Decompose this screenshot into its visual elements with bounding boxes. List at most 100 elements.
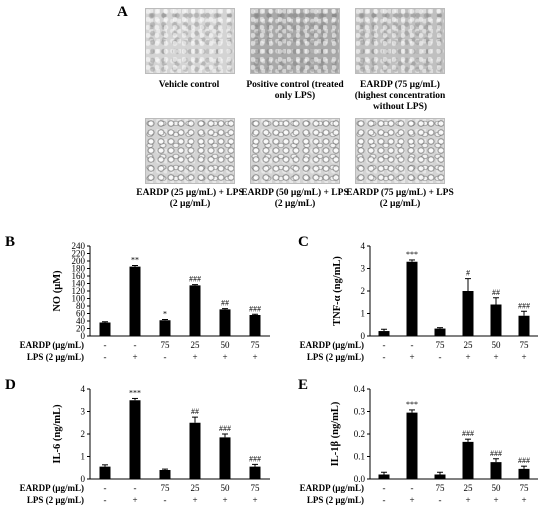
lps-label: + — [252, 352, 257, 362]
y-tick-label: 0.3 — [354, 407, 366, 417]
y-tick-label: 2 — [361, 286, 366, 296]
bar — [406, 261, 418, 336]
y-axis-label: NO (µM) — [52, 270, 63, 312]
significance-label: ### — [518, 456, 530, 465]
lps-label: - — [164, 495, 167, 505]
bar — [159, 470, 171, 479]
eardp-row-header: EARDP (µg/mL) — [20, 340, 84, 350]
caption-eardp-75-no-lps: EARDP (75 µg/mL) (highest concentration … — [354, 80, 446, 112]
significance-label: ### — [249, 304, 261, 313]
significance-label: *** — [406, 250, 418, 259]
caption-eardp-75-lps: EARDP (75 µg/mL) + LPS (2 µg/mL) — [346, 188, 454, 209]
lps-label: + — [222, 495, 227, 505]
y-tick-label: 3 — [81, 407, 86, 417]
panel-letter-c: C — [298, 234, 309, 250]
bar — [219, 437, 231, 479]
micrograph-eardp-25-lps — [145, 118, 235, 184]
lps-label: + — [132, 352, 137, 362]
bar — [99, 466, 111, 479]
bar — [518, 315, 530, 336]
significance-label: ### — [189, 275, 201, 284]
y-tick-label: 80 — [76, 301, 86, 311]
eardp-dose-label: 75 — [436, 340, 446, 350]
y-tick-label: 0.0 — [354, 474, 366, 484]
eardp-dose-label: 75 — [251, 340, 261, 350]
eardp-row-header: EARDP (µg/mL) — [20, 483, 84, 493]
y-axis-label: IL-1β (ng/mL) — [330, 401, 341, 466]
y-tick-label: 0 — [361, 331, 366, 341]
bar — [518, 468, 530, 479]
il1-beta-bar-chart: 0.0 0.1 0.2 0.3 0.4 IL-1β (ng/mL) - - *** - +75 - ##… — [300, 384, 538, 505]
bar — [378, 474, 390, 479]
significance-label: ### — [518, 301, 530, 310]
y-tick-label: 40 — [76, 316, 86, 326]
lps-label: - — [383, 352, 386, 362]
eardp-dose-label: 75 — [520, 483, 530, 493]
lps-label: - — [383, 495, 386, 505]
eardp-row-header: EARDP (µg/mL) — [300, 340, 364, 350]
lps-label: + — [409, 495, 414, 505]
lps-label: + — [409, 352, 414, 362]
micrograph-eardp-75-lps — [355, 118, 445, 184]
eardp-dose-label: 50 — [492, 483, 502, 493]
lps-label: + — [521, 352, 526, 362]
significance-label: ### — [249, 454, 261, 463]
y-tick-label: 200 — [72, 256, 86, 266]
y-tick-label: 180 — [72, 264, 86, 274]
lps-label: + — [493, 495, 498, 505]
eardp-dose-label: 75 — [520, 340, 530, 350]
lps-label: + — [132, 495, 137, 505]
bar — [249, 315, 261, 336]
significance-label: ### — [462, 429, 474, 438]
lps-label: + — [465, 495, 470, 505]
y-tick-label: 0.1 — [354, 452, 365, 462]
significance-label: ### — [219, 424, 231, 433]
lps-label: + — [252, 495, 257, 505]
significance-label: * — [163, 310, 167, 319]
bar — [189, 285, 201, 336]
il6-bar-chart: 0 1 2 3 4 IL-6 (ng/mL) - - *** - +75 - ## 25 + ### 50 + ##… — [20, 384, 270, 505]
y-tick-label: 60 — [76, 309, 86, 319]
lps-label: - — [164, 352, 167, 362]
eardp-dose-label: 75 — [251, 483, 261, 493]
bar — [490, 462, 502, 479]
caption-eardp-50-lps: EARDP (50 µg/mL) + LPS (2 µg/mL) — [241, 188, 349, 209]
significance-label: *** — [129, 388, 141, 397]
caption-positive-control: Positive control (treated only LPS) — [246, 80, 344, 101]
y-tick-label: 0.2 — [354, 429, 365, 439]
y-tick-label: 2 — [81, 429, 86, 439]
significance-label: ## — [191, 407, 199, 416]
eardp-dose-label: 50 — [492, 340, 502, 350]
y-tick-label: 0 — [81, 474, 86, 484]
eardp-dose-label: - — [134, 483, 137, 493]
eardp-row-header: EARDP (µg/mL) — [300, 483, 364, 493]
y-tick-label: 240 — [72, 241, 86, 251]
significance-label: ## — [492, 288, 500, 297]
tnf-alpha-bar-chart: 0 1 2 3 4 TNF-α (ng/mL) - - *** - +75 - #25 + ## 50 + ###… — [300, 241, 538, 362]
y-tick-label: 120 — [72, 286, 86, 296]
eardp-dose-label: 25 — [464, 340, 474, 350]
y-tick-label: 1 — [361, 309, 366, 319]
bar — [378, 331, 390, 336]
significance-label: ### — [490, 449, 502, 458]
bar — [249, 466, 261, 479]
y-tick-label: 20 — [76, 324, 86, 334]
y-axis-label: TNF-α (ng/mL) — [332, 256, 343, 326]
bar — [490, 304, 502, 336]
lps-label: - — [439, 352, 442, 362]
significance-label: ## — [221, 299, 229, 308]
eardp-dose-label: - — [411, 483, 414, 493]
eardp-dose-label: 25 — [191, 483, 201, 493]
bar — [406, 412, 418, 479]
lps-label: + — [192, 495, 197, 505]
y-tick-label: 4 — [361, 241, 366, 251]
significance-label: ** — [131, 256, 139, 265]
lps-row-header: LPS (2 µg/mL) — [27, 352, 84, 362]
eardp-dose-label: 50 — [221, 483, 231, 493]
lps-label: + — [192, 352, 197, 362]
y-axis-label: IL-6 (ng/mL) — [52, 404, 63, 464]
panel-letter-a: A — [117, 4, 128, 20]
bar — [462, 441, 474, 479]
micrograph-vehicle-control — [145, 8, 235, 74]
eardp-dose-label: 25 — [191, 340, 201, 350]
